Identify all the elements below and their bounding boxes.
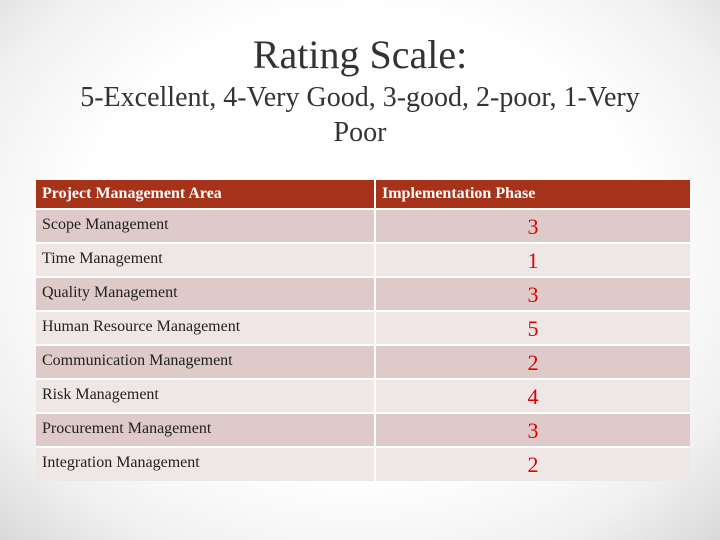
table-row: Quality Management 3 xyxy=(36,276,690,311)
table-row: Integration Management 2 xyxy=(36,446,690,481)
area-cell: Human Resource Management xyxy=(36,310,376,345)
value-cell: 2 xyxy=(375,446,690,481)
title-subtitle: 5-Excellent, 4-Very Good, 3-good, 2-poor… xyxy=(80,82,640,148)
value-cell: 2 xyxy=(375,344,690,379)
area-cell: Time Management xyxy=(36,242,376,277)
table-row: Risk Management 4 xyxy=(36,378,690,413)
table-header-row: Project Management Area Implementation P… xyxy=(36,180,690,209)
title-main: Rating Scale: xyxy=(252,32,468,77)
area-cell: Scope Management xyxy=(36,208,376,243)
table-row: Communication Management 2 xyxy=(36,344,690,379)
table-row: Scope Management 3 xyxy=(36,208,690,243)
value-cell: 3 xyxy=(375,276,690,311)
table-row: Human Resource Management 5 xyxy=(36,310,690,345)
header-area: Project Management Area xyxy=(36,180,376,209)
header-phase: Implementation Phase xyxy=(375,180,690,209)
table-row: Procurement Management 3 xyxy=(36,412,690,447)
area-cell: Quality Management xyxy=(36,276,376,311)
value-cell: 1 xyxy=(375,242,690,277)
area-cell: Integration Management xyxy=(36,446,376,481)
value-cell: 4 xyxy=(375,378,690,413)
area-cell: Procurement Management xyxy=(36,412,376,447)
area-cell: Communication Management xyxy=(36,344,376,379)
value-cell: 5 xyxy=(375,310,690,345)
rating-table: Project Management Area Implementation P… xyxy=(36,180,690,481)
area-cell: Risk Management xyxy=(36,378,376,413)
value-cell: 3 xyxy=(375,208,690,243)
value-cell: 3 xyxy=(375,412,690,447)
slide-title: Rating Scale: 5-Excellent, 4-Very Good, … xyxy=(30,30,690,150)
table-row: Time Management 1 xyxy=(36,242,690,277)
